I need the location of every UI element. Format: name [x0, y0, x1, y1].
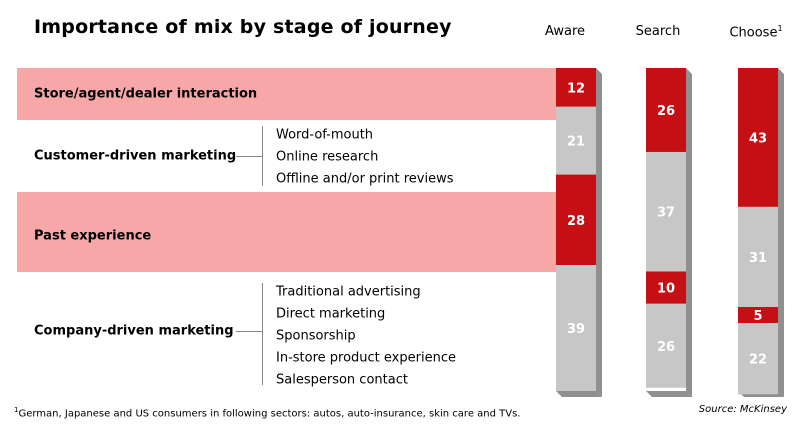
bar-value-label: 28: [567, 214, 585, 229]
bar-segment: [646, 303, 686, 388]
bar-value-label: 43: [749, 131, 767, 146]
footnote-text: German, Japanese and US consumers in fol…: [18, 408, 521, 420]
column-header-choose-label: Choose: [729, 25, 778, 41]
bar-segment: [738, 323, 778, 395]
past-band: [17, 192, 557, 272]
company-item: Direct marketing: [276, 306, 386, 322]
bar-segment: [738, 206, 778, 308]
column-header-search: Search: [635, 24, 681, 39]
column-header-aware: Aware: [544, 24, 586, 39]
bar-segment: [646, 271, 686, 304]
customer-bracket-tick: [236, 156, 262, 157]
bar-value-label: 5: [753, 309, 762, 324]
bar-segment: [738, 307, 778, 324]
bar-segment: [556, 265, 596, 391]
bar-value-label: 12: [567, 81, 585, 96]
bar-segment: [646, 68, 686, 152]
store-band: [17, 68, 557, 120]
chart-title: Importance of mix by stage of journey: [34, 16, 452, 38]
bar-segment: [738, 68, 778, 207]
bar-bottom-shadow: [646, 391, 692, 397]
bar-side-shadow: [686, 68, 692, 397]
company-bracket-tick: [236, 331, 262, 332]
row-label-customer: Customer-driven marketing: [34, 148, 237, 164]
bar-side-shadow: [596, 68, 602, 397]
bar-side-shadow: [778, 68, 784, 397]
customer-item: Offline and/or print reviews: [276, 171, 454, 187]
company-item: In-store product experience: [276, 350, 456, 366]
customer-item: Word-of-mouth: [276, 127, 374, 143]
column-header-choose: Choose1: [716, 24, 796, 40]
bar-segment: [556, 174, 596, 266]
row-label-store: Store/agent/dealer interaction: [34, 86, 258, 102]
company-item: Traditional advertising: [276, 284, 421, 300]
source-note: Source: McKinsey: [698, 404, 787, 415]
company-item: Salesperson contact: [276, 372, 408, 388]
row-label-company: Company-driven marketing: [34, 323, 234, 339]
bar-value-label: 26: [657, 104, 675, 119]
bar-value-label: 39: [567, 322, 585, 337]
customer-bracket: [262, 126, 263, 186]
company-bracket: [262, 283, 263, 385]
bar-segment: [556, 106, 596, 175]
bar-value-label: 31: [749, 251, 767, 266]
bar-value-label: 22: [749, 353, 767, 368]
bar-bottom-shadow: [556, 391, 602, 397]
column-header-choose-footnote: 1: [777, 24, 783, 33]
bar-segment: [556, 68, 596, 107]
bar-value-label: 10: [657, 282, 675, 297]
bar-value-label: 26: [657, 340, 675, 355]
row-label-past: Past experience: [34, 228, 152, 244]
bar-value-label: 21: [567, 135, 585, 150]
footnote-mark: 1: [14, 406, 19, 414]
customer-item: Online research: [276, 149, 379, 165]
footnote: 1German, Japanese and US consumers in fo…: [14, 406, 520, 419]
company-item: Sponsorship: [276, 328, 356, 344]
bar-segment: [646, 151, 686, 272]
bar-value-label: 37: [657, 206, 675, 221]
